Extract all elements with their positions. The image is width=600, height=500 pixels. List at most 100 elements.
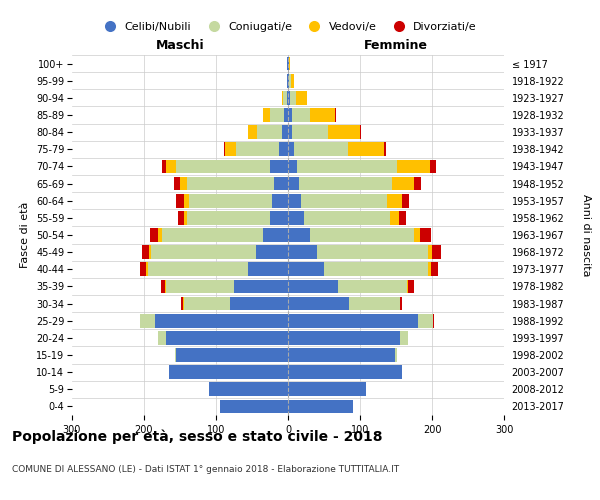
- Bar: [161, 280, 288, 293]
- Bar: [288, 314, 433, 328]
- Bar: [288, 228, 310, 242]
- Bar: [287, 56, 288, 70]
- Bar: [288, 142, 384, 156]
- Bar: [288, 400, 353, 413]
- Bar: [288, 228, 414, 242]
- Bar: [175, 348, 288, 362]
- Bar: [248, 126, 288, 139]
- Bar: [288, 246, 317, 259]
- Bar: [166, 280, 288, 293]
- Bar: [181, 296, 288, 310]
- Bar: [288, 366, 402, 379]
- Bar: [288, 91, 290, 104]
- Bar: [288, 56, 290, 70]
- Bar: [288, 296, 400, 310]
- Bar: [288, 296, 403, 310]
- Bar: [230, 296, 288, 310]
- Bar: [272, 194, 288, 207]
- Bar: [288, 296, 349, 310]
- Bar: [288, 194, 301, 207]
- Bar: [288, 91, 296, 104]
- Bar: [248, 262, 288, 276]
- Bar: [162, 160, 288, 173]
- Bar: [220, 400, 288, 413]
- Legend: Celibi/Nubili, Coniugati/e, Vedovi/e, Divorziati/e: Celibi/Nubili, Coniugati/e, Vedovi/e, Di…: [95, 18, 481, 36]
- Bar: [288, 56, 289, 70]
- Bar: [270, 160, 288, 173]
- Bar: [166, 331, 288, 344]
- Bar: [236, 142, 288, 156]
- Bar: [288, 211, 406, 224]
- Bar: [155, 314, 288, 328]
- Bar: [224, 142, 288, 156]
- Bar: [288, 331, 408, 344]
- Bar: [287, 74, 288, 88]
- Bar: [226, 142, 288, 156]
- Bar: [184, 194, 288, 207]
- Bar: [288, 348, 397, 362]
- Bar: [263, 108, 288, 122]
- Bar: [288, 331, 400, 344]
- Bar: [190, 194, 288, 207]
- Bar: [288, 194, 409, 207]
- Bar: [288, 56, 290, 70]
- Bar: [158, 331, 288, 344]
- Bar: [209, 382, 288, 396]
- Bar: [288, 246, 428, 259]
- Bar: [288, 366, 402, 379]
- Bar: [288, 262, 428, 276]
- Bar: [288, 142, 294, 156]
- Bar: [169, 366, 288, 379]
- Bar: [287, 56, 288, 70]
- Bar: [288, 108, 335, 122]
- Bar: [158, 331, 288, 344]
- Bar: [283, 91, 288, 104]
- Bar: [288, 142, 348, 156]
- Bar: [288, 280, 338, 293]
- Bar: [288, 126, 360, 139]
- Bar: [288, 126, 361, 139]
- Text: Popolazione per età, sesso e stato civile - 2018: Popolazione per età, sesso e stato civil…: [12, 430, 383, 444]
- Bar: [263, 228, 288, 242]
- Bar: [288, 74, 295, 88]
- Bar: [288, 382, 366, 396]
- Bar: [158, 228, 288, 242]
- Bar: [287, 74, 288, 88]
- Bar: [287, 74, 288, 88]
- Bar: [150, 228, 288, 242]
- Bar: [165, 280, 288, 293]
- Bar: [288, 348, 395, 362]
- Bar: [288, 74, 289, 88]
- Bar: [288, 246, 440, 259]
- Bar: [288, 331, 408, 344]
- Bar: [178, 211, 288, 224]
- Text: Femmine: Femmine: [364, 38, 428, 52]
- Bar: [270, 211, 288, 224]
- Bar: [288, 366, 402, 379]
- Bar: [140, 262, 288, 276]
- Bar: [288, 91, 307, 104]
- Bar: [288, 331, 408, 344]
- Bar: [184, 296, 288, 310]
- Bar: [288, 160, 436, 173]
- Bar: [176, 160, 288, 173]
- Bar: [209, 382, 288, 396]
- Bar: [287, 56, 288, 70]
- Bar: [288, 142, 386, 156]
- Bar: [257, 126, 288, 139]
- Bar: [281, 91, 288, 104]
- Bar: [288, 314, 418, 328]
- Bar: [288, 262, 438, 276]
- Y-axis label: Anni di nascita: Anni di nascita: [581, 194, 591, 276]
- Bar: [169, 366, 288, 379]
- Bar: [288, 382, 366, 396]
- Bar: [287, 91, 288, 104]
- Bar: [288, 296, 400, 310]
- Bar: [142, 246, 288, 259]
- Bar: [140, 314, 288, 328]
- Bar: [288, 74, 291, 88]
- Bar: [175, 348, 288, 362]
- Bar: [288, 262, 324, 276]
- Bar: [220, 400, 288, 413]
- Bar: [209, 382, 288, 396]
